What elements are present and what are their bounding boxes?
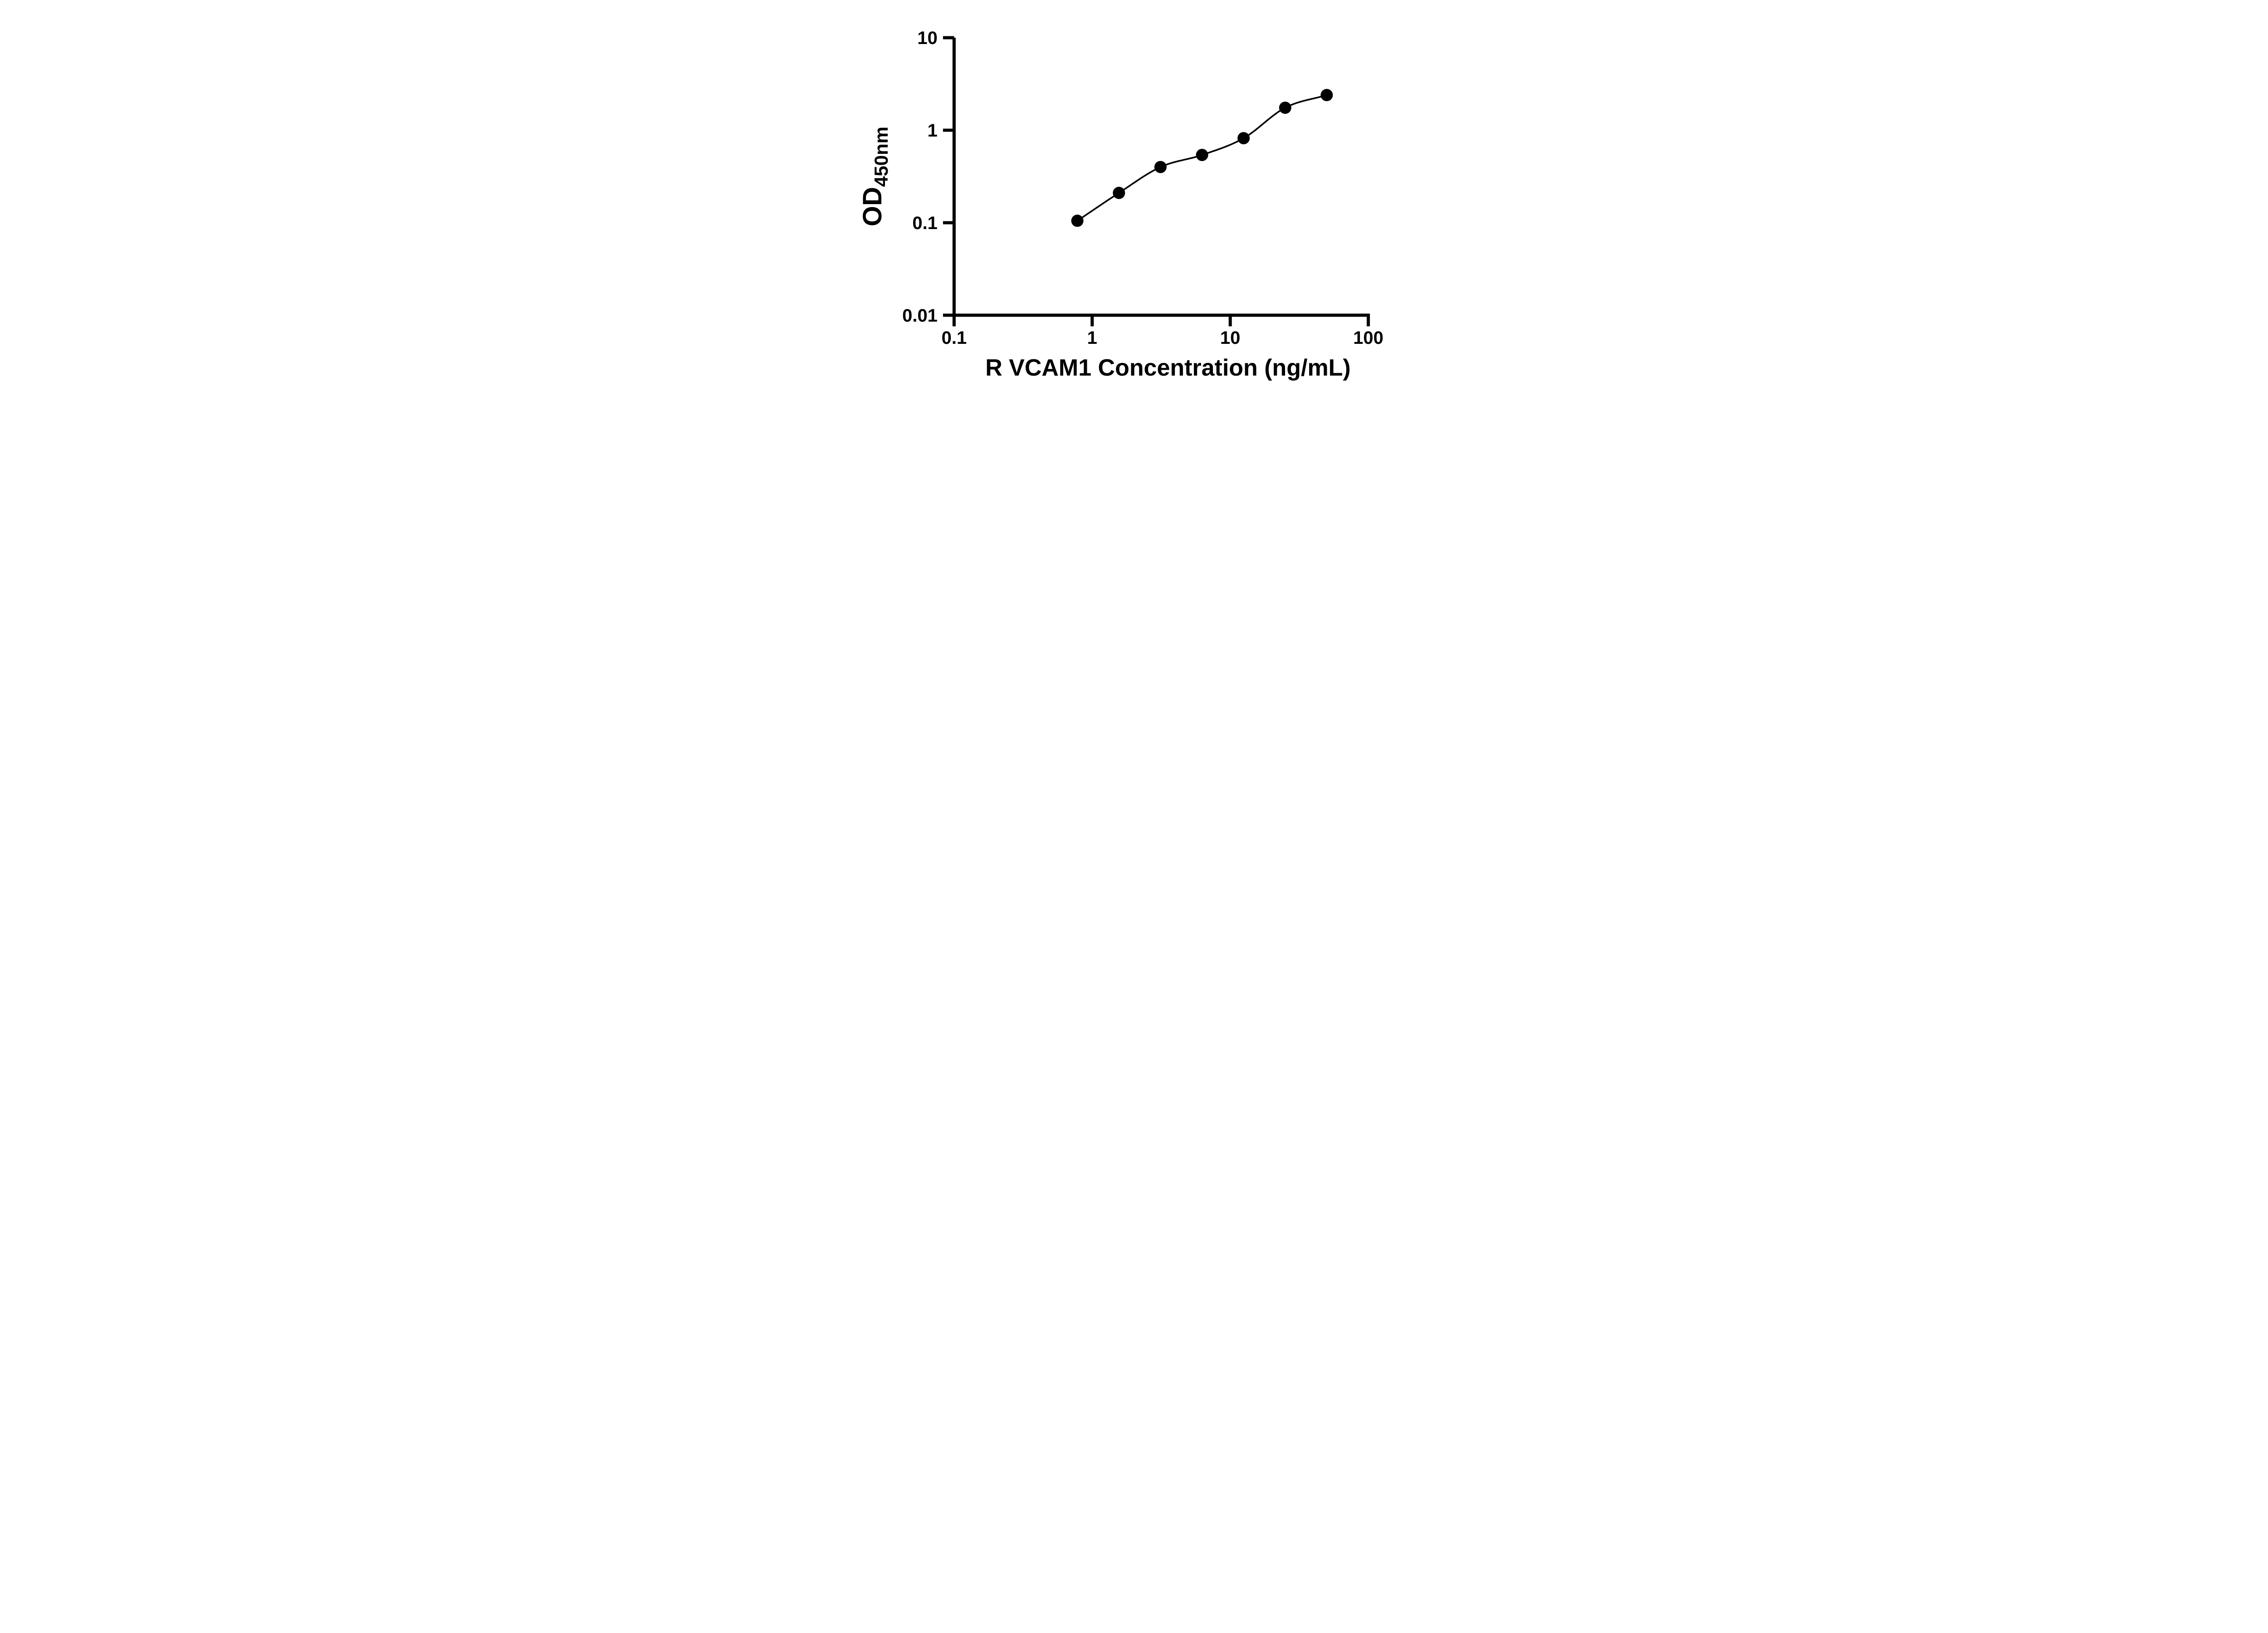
x-axis-title: R VCAM1 Concentration (ng/mL): [985, 355, 1351, 381]
data-point: [1196, 149, 1208, 161]
x-axis-tick-label: 10: [1220, 328, 1240, 348]
data-point: [1237, 132, 1250, 145]
data-point: [1071, 215, 1084, 227]
elisa-standard-curve-figure: 10 1 0.1 0.01 0.1 1 10 100 R VCAM1 Concentration…: [0, 0, 2268, 408]
data-point: [1154, 161, 1167, 173]
y-axis-title: OD450nm: [858, 127, 891, 226]
x-axis-tick-label: 0.1: [941, 328, 967, 348]
y-axis-title-subscript: 450nm: [870, 127, 891, 187]
x-axis-tick-label: 100: [1353, 328, 1383, 348]
data-point: [1112, 186, 1125, 199]
y-axis-tick-label: 0.01: [902, 306, 938, 326]
data-point: [1279, 102, 1291, 114]
y-axis-tick-label: 1: [927, 121, 937, 141]
y-axis-tick-label: 0.1: [912, 213, 938, 233]
y-axis-title-main: OD: [858, 187, 887, 226]
data-point: [1320, 89, 1333, 102]
axis-lines: [952, 38, 1370, 317]
x-axis-tick-label: 1: [1087, 328, 1097, 348]
y-axis-tick-label: 10: [917, 28, 937, 48]
